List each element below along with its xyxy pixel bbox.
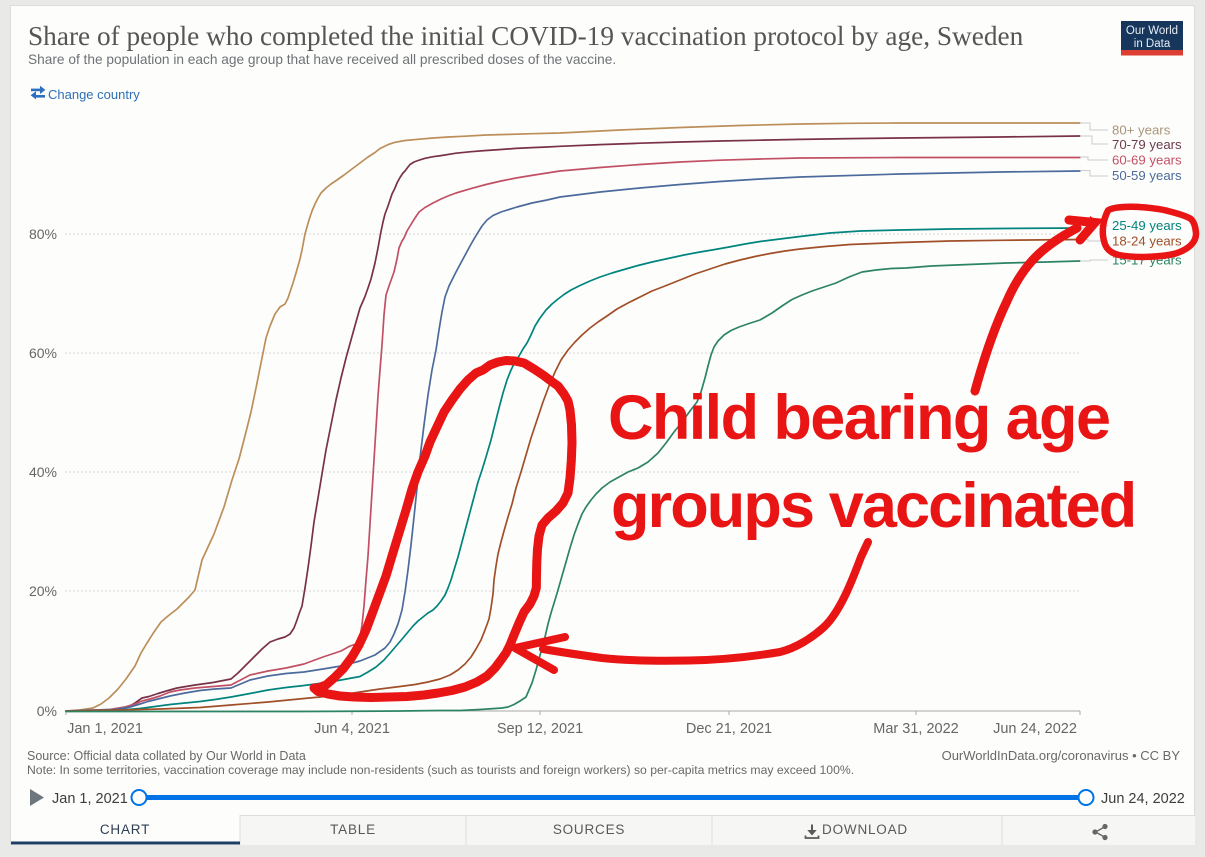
- svg-text:Dec 21, 2021: Dec 21, 2021: [686, 721, 772, 737]
- svg-text:80+ years: 80+ years: [1112, 123, 1171, 138]
- svg-text:0%: 0%: [37, 703, 57, 719]
- svg-text:SOURCES: SOURCES: [553, 822, 625, 837]
- svg-text:DOWNLOAD: DOWNLOAD: [822, 822, 908, 837]
- svg-text:groups vaccinated: groups vaccinated: [611, 471, 1135, 541]
- svg-text:Jun 24, 2022: Jun 24, 2022: [993, 721, 1077, 737]
- svg-text:in Data: in Data: [1134, 38, 1171, 50]
- svg-text:60-69 years: 60-69 years: [1112, 153, 1182, 168]
- svg-text:25-49 years: 25-49 years: [1112, 218, 1182, 233]
- svg-text:80%: 80%: [29, 226, 57, 242]
- svg-text:Jun 24, 2022: Jun 24, 2022: [1101, 791, 1185, 807]
- svg-text:Child bearing age: Child bearing age: [608, 383, 1109, 453]
- svg-text:Our World: Our World: [1126, 25, 1178, 37]
- svg-text:70-79 years: 70-79 years: [1112, 137, 1182, 152]
- svg-text:OurWorldInData.org/coronavirus: OurWorldInData.org/coronavirus • CC BY: [942, 748, 1181, 763]
- svg-text:Source: Official data collated: Source: Official data collated by Our Wo…: [27, 749, 306, 763]
- svg-text:Sep 12, 2021: Sep 12, 2021: [497, 721, 583, 737]
- svg-text:20%: 20%: [29, 583, 57, 599]
- svg-text:Jan 1, 2021: Jan 1, 2021: [67, 721, 143, 737]
- svg-text:Jun 4, 2021: Jun 4, 2021: [314, 721, 390, 737]
- svg-text:Share of the population in eac: Share of the population in each age grou…: [28, 52, 616, 67]
- svg-text:Mar 31, 2022: Mar 31, 2022: [873, 721, 958, 737]
- svg-text:18-24 years: 18-24 years: [1112, 234, 1182, 249]
- svg-text:Jan 1, 2021: Jan 1, 2021: [52, 791, 128, 807]
- svg-text:Note: In some territories, vac: Note: In some territories, vaccination c…: [27, 763, 854, 777]
- svg-text:CHART: CHART: [100, 822, 150, 837]
- svg-text:Change country: Change country: [48, 87, 140, 102]
- svg-text:40%: 40%: [29, 464, 57, 480]
- svg-text:60%: 60%: [29, 345, 57, 361]
- svg-text:TABLE: TABLE: [330, 822, 376, 837]
- svg-text:Share of people who completed: Share of people who completed the initia…: [28, 21, 1024, 51]
- svg-text:50-59 years: 50-59 years: [1112, 168, 1182, 183]
